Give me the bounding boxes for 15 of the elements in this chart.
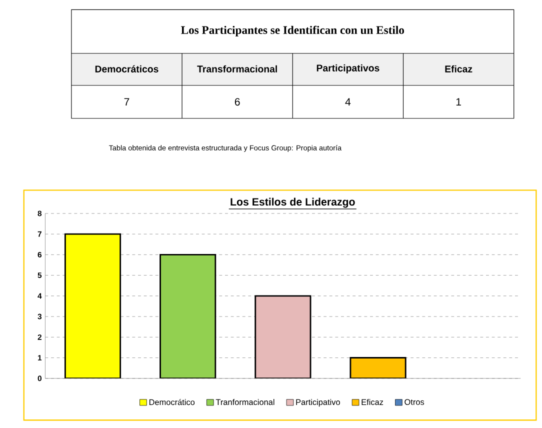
category-label: Participativos [316,64,380,74]
chart-title: Los Estilos de Liderazgo [230,198,355,208]
data-label: 1 [456,98,461,106]
data-label: 6 [234,98,240,106]
legend-label: Participativo [296,399,340,407]
category-label: Eficaz [445,65,472,72]
text: Los Participantes se Identifican con un Estilo [181,26,404,36]
data-label: 4 [345,98,351,106]
legend-label: Eficaz [362,399,384,406]
data-label: 7 [124,98,130,106]
category-label: Democráticos [95,65,158,73]
legend-label: Democrático [149,399,195,406]
category-label: Transformacional [197,65,277,72]
legend-label: Tranformacional [216,399,274,406]
legend-label: Otros [404,399,424,405]
